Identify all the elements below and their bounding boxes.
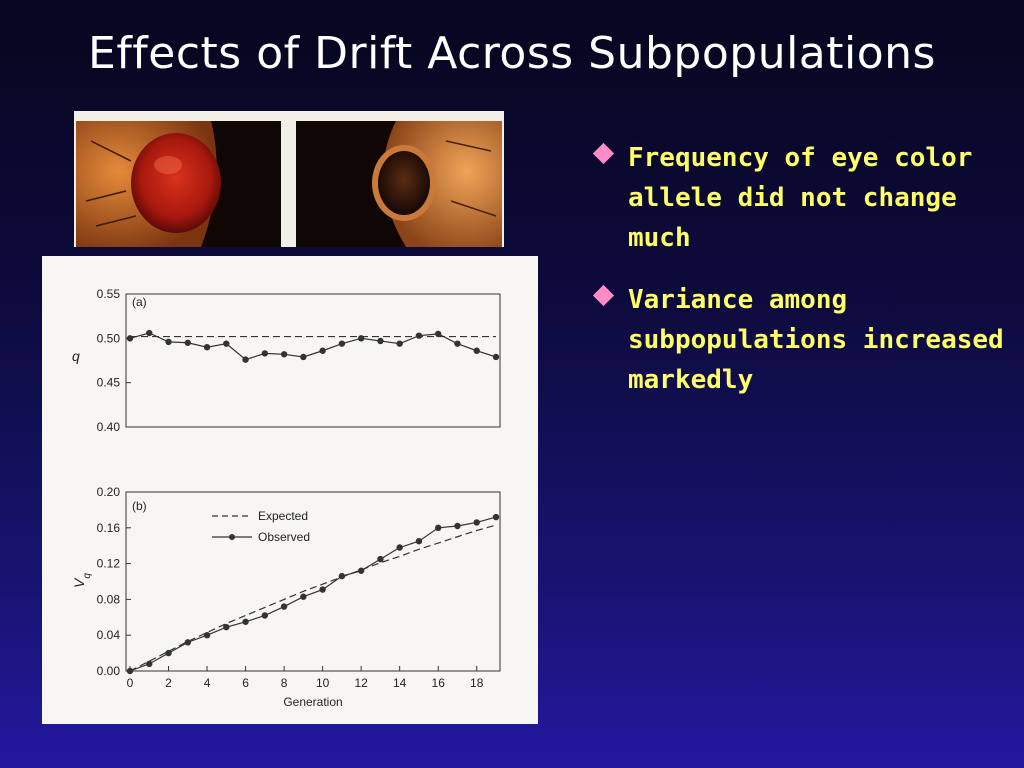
data-point — [300, 593, 307, 600]
legend-expected-label: Expected — [258, 509, 308, 523]
data-point — [261, 350, 269, 357]
x-tick-label: 10 — [316, 676, 330, 690]
x-tick-label: 16 — [432, 676, 446, 690]
data-point — [203, 632, 211, 639]
data-point — [165, 338, 172, 346]
data-point — [357, 567, 365, 574]
slide-title: Effects of Drift Across Subpopulations — [88, 28, 936, 79]
data-point — [126, 667, 134, 675]
panel-a-label: (a) — [132, 295, 147, 309]
x-tick-label: 18 — [470, 676, 484, 690]
drift-figure: (a) q 0.55 0.50 0.45 0.40 (b) Vq 0.20 0.16 0.… — [42, 256, 538, 724]
bullet-text: Variance among subpopulations increased … — [628, 285, 1004, 395]
data-point — [300, 353, 307, 361]
y-tick-label: 0.08 — [97, 592, 121, 606]
y-tick-label: 0.45 — [97, 376, 121, 390]
panel-b-legend: Expected Observed — [212, 509, 310, 544]
data-point — [146, 329, 153, 337]
panel-b-ylabel: Vq — [71, 573, 93, 588]
data-point — [473, 519, 480, 526]
bullet-list: Frequency of eye color allele did not ch… — [592, 138, 1017, 422]
data-point — [319, 586, 326, 593]
data-point — [280, 603, 288, 610]
drift-charts-svg: (a) q 0.550.500.450.40 (b) Vq 0.200.160.… — [71, 287, 501, 709]
fly-eye-photo-dark — [296, 121, 502, 247]
x-tick-label: 8 — [281, 676, 288, 690]
panel-a-ylabel: q — [72, 348, 80, 364]
y-tick-label: 0.04 — [97, 628, 121, 642]
data-point — [319, 347, 326, 354]
dashed-series-line — [129, 524, 497, 672]
data-point — [377, 555, 384, 563]
panel-a-frame — [125, 293, 501, 428]
bullet-item: Variance among subpopulations increased … — [592, 280, 1017, 400]
y-tick-label: 0.12 — [97, 557, 121, 571]
x-tick-label: 12 — [354, 676, 368, 690]
data-point — [396, 544, 403, 551]
y-tick-label: 0.16 — [97, 521, 121, 535]
y-tick-label: 0.40 — [97, 420, 121, 434]
data-point — [435, 330, 442, 338]
panel-b-xticks: 0 2 4 6 8 10 12 14 16 18 — [127, 666, 484, 690]
bullet-text: Frequency of eye color allele did not ch… — [628, 143, 973, 253]
data-point — [242, 356, 249, 363]
data-point — [454, 522, 461, 530]
x-tick-label: 4 — [204, 676, 211, 690]
data-point — [415, 332, 423, 339]
x-tick-label: 0 — [127, 676, 134, 690]
legend-observed-marker — [229, 534, 235, 540]
data-point — [492, 513, 500, 521]
y-tick-label: 0.50 — [97, 331, 121, 345]
data-point — [146, 660, 153, 668]
panel-b-label: (b) — [132, 499, 147, 513]
data-point — [261, 612, 269, 619]
panel-b-frame — [125, 491, 501, 672]
data-point — [223, 623, 230, 631]
x-tick-label: 14 — [393, 676, 407, 690]
data-point — [242, 618, 249, 625]
data-point — [396, 340, 403, 347]
data-point — [223, 340, 230, 347]
data-point — [492, 353, 500, 361]
observed-series-line — [129, 332, 497, 361]
data-point — [377, 337, 384, 345]
data-point — [415, 538, 423, 545]
y-tick-label: 0.20 — [97, 485, 121, 499]
data-point — [338, 340, 346, 347]
panel-a-plot — [126, 329, 500, 363]
observed-series-line — [129, 516, 497, 672]
y-tick-label: 0.55 — [97, 287, 121, 301]
data-point — [280, 351, 288, 358]
panel-a-yticks: 0.55 0.50 0.45 0.40 — [97, 287, 131, 434]
diamond-bullet-icon — [592, 142, 615, 165]
panel-b-plot — [126, 513, 500, 675]
data-point — [473, 347, 480, 354]
diamond-bullet-icon — [592, 284, 615, 307]
panel-b-xlabel: Generation — [283, 695, 342, 709]
data-point — [454, 340, 461, 347]
data-point — [338, 572, 346, 580]
fly-eye-photo-red — [76, 121, 281, 247]
data-point — [203, 344, 211, 351]
data-point — [184, 339, 191, 346]
bullet-item: Frequency of eye color allele did not ch… — [592, 138, 1017, 258]
data-point — [435, 524, 442, 531]
x-tick-label: 2 — [165, 676, 172, 690]
legend-observed-label: Observed — [258, 530, 310, 544]
data-point — [165, 649, 172, 657]
data-point — [184, 639, 191, 646]
panel-b-yticks: 0.20 0.16 0.12 0.08 0.04 0.00 — [97, 485, 131, 678]
fly-eye-photos — [74, 111, 504, 247]
x-tick-label: 6 — [242, 676, 249, 690]
y-tick-label: 0.00 — [97, 664, 121, 678]
